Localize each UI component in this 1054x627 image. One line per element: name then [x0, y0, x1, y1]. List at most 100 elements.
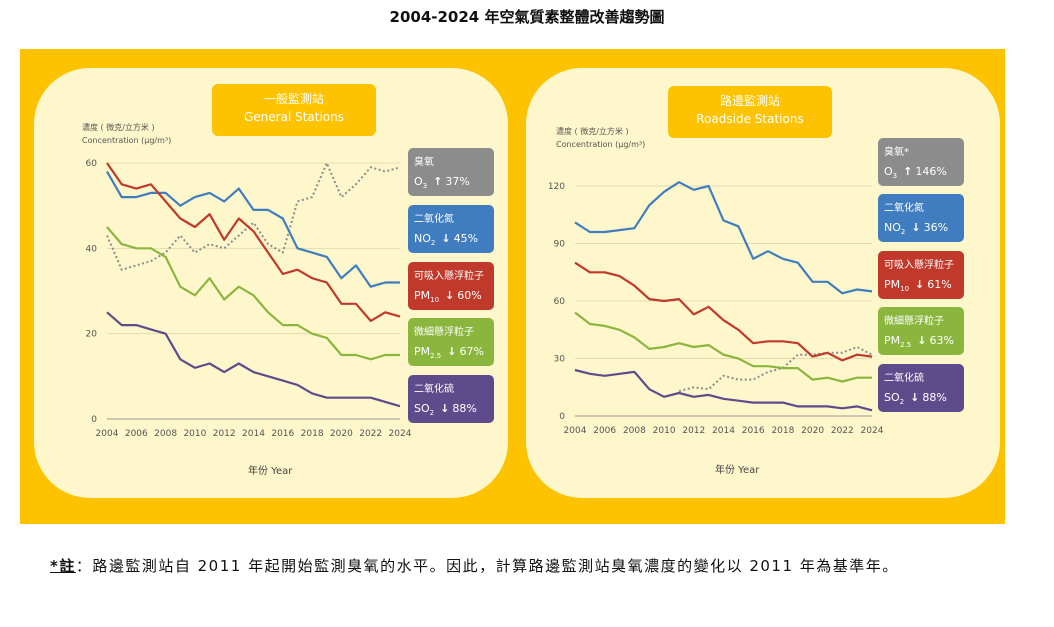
x-tick-label: 2020	[801, 426, 824, 436]
y-axis-label: 濃度 ( 微克/立方米 ) Concentration (µg/m³)	[82, 121, 171, 147]
series-line-o3	[678, 346, 873, 393]
x-tick-label: 2014	[712, 426, 735, 436]
y-tick-label: 0	[559, 412, 565, 422]
arrow-down-icon: ↓	[910, 391, 920, 404]
x-tick-label: 2006	[593, 426, 616, 436]
legend-badge-no2: 二氧化氮 NO2 ↓ 36%	[878, 194, 964, 242]
legend-formula: PM10	[414, 289, 440, 305]
legend-formula: SO2	[414, 402, 435, 418]
legend-name-zh: 可吸入懸浮粒子	[414, 271, 484, 282]
x-tick-label: 2006	[125, 429, 148, 439]
series-line-no2	[106, 170, 400, 288]
x-tick-label: 2010	[183, 429, 206, 439]
x-tick-label: 2014	[242, 429, 265, 439]
series-line-no2	[574, 181, 873, 295]
station-label-general: 一般監測站 General Stations	[212, 84, 376, 136]
legend-percent: 67%	[459, 345, 484, 358]
legend-percent: 88%	[922, 391, 947, 404]
legend-percent: 37%	[445, 175, 470, 188]
legend-change: SO2 ↓ 88%	[884, 388, 964, 412]
arrow-down-icon: ↓	[917, 334, 927, 347]
legend-change: SO2 ↓ 88%	[414, 399, 494, 423]
legend-formula: NO2	[414, 232, 436, 248]
footnote-text: ：路邊監測站自 2011 年起開始監測臭氧的水平。因此，計算路邊監測站臭氧濃度的…	[75, 557, 899, 575]
legend-percent: 60%	[457, 289, 482, 302]
station-name-zh: 路邊監測站	[719, 94, 780, 108]
arrow-down-icon: ↓	[440, 402, 450, 415]
footnote: *註：路邊監測站自 2011 年起開始監測臭氧的水平。因此，計算路邊監測站臭氧濃…	[50, 556, 950, 577]
x-tick-label: 2018	[771, 426, 794, 436]
legend-name-zh: 二氧化硫	[884, 373, 924, 384]
legend-percent: 45%	[453, 232, 479, 245]
legend-name-zh: 二氧化氮	[414, 214, 454, 225]
x-tick-label: 2016	[271, 429, 294, 439]
legend-formula: SO2	[884, 391, 905, 407]
y-tick-label: 90	[554, 240, 566, 250]
arrow-down-icon: ↓	[911, 221, 921, 234]
x-tick-label: 2024	[861, 426, 884, 436]
y-tick-label: 60	[554, 297, 566, 307]
main-title: 2004-2024 年空氣質素整體改善趨勢圖	[389, 8, 665, 26]
legend-name-zh: 二氧化氮	[884, 203, 924, 214]
y-axis-label-zh: 濃度 ( 微克/立方米 )	[82, 123, 155, 132]
general-stations-panel: 一般監測站 General Stations 濃度 ( 微克/立方米 ) Con…	[34, 68, 508, 498]
arrow-down-icon: ↓	[445, 289, 455, 302]
y-axis-label: 濃度 ( 微克/立方米 ) Concentration (µg/m³)	[556, 125, 645, 151]
x-tick-label: 2018	[301, 429, 324, 439]
x-tick-label: 2022	[831, 426, 854, 436]
arrow-down-icon: ↓	[441, 232, 451, 245]
series-line-so2	[574, 368, 873, 412]
legend-change: NO2 ↓ 45%	[414, 229, 494, 253]
series-line-pm10	[106, 162, 401, 322]
x-tick-label: 2020	[330, 429, 353, 439]
legend-name-zh: 微細懸浮粒子	[884, 316, 944, 327]
legend-name-zh: 臭氧*	[884, 147, 909, 158]
legend-percent: 88%	[452, 402, 477, 415]
legend-change: PM10 ↓ 61%	[884, 275, 964, 299]
y-tick-label: 60	[86, 159, 98, 169]
y-tick-label: 120	[548, 182, 565, 192]
y-axis-label-en: Concentration (µg/m³)	[82, 136, 172, 145]
station-name-zh: 一般監測站	[263, 92, 324, 106]
legend-formula: NO2	[884, 221, 906, 237]
legend-badge-pm25: 微細懸浮粒子 PM2.5 ↓ 67%	[408, 318, 494, 366]
legend-percent: 146%	[915, 165, 947, 178]
legend-badge-no2: 二氧化氮 NO2 ↓ 45%	[408, 205, 494, 253]
x-tick-label: 2004	[564, 426, 587, 436]
y-tick-label: 40	[86, 244, 98, 254]
legend-change: NO2 ↓ 36%	[884, 218, 964, 242]
y-tick-label: 30	[554, 355, 566, 365]
series-line-pm10	[574, 261, 873, 362]
legend-change: PM2.5 ↓ 67%	[414, 342, 494, 366]
arrow-up-icon: ↑	[433, 175, 443, 188]
legend-formula: PM10	[884, 278, 910, 294]
y-axis-label-zh: 濃度 ( 微克/立方米 )	[556, 127, 629, 136]
series-line-pm25	[106, 226, 400, 361]
y-tick-label: 20	[86, 330, 98, 340]
legend-formula: O3	[884, 165, 898, 181]
x-tick-label: 2016	[742, 426, 765, 436]
x-tick-label: 2012	[213, 429, 236, 439]
arrow-down-icon: ↓	[915, 278, 925, 291]
legend-percent: 61%	[927, 278, 952, 291]
legend-badge-pm10: 可吸入懸浮粒子 PM10 ↓ 61%	[878, 251, 964, 299]
legend-badge-o3: 臭氧* O3 ↑ 146%	[878, 138, 964, 186]
legend-formula: O3	[414, 175, 428, 191]
legend-name-zh: 二氧化硫	[414, 384, 454, 395]
legend-formula: PM2.5	[414, 345, 442, 361]
legend-percent: 36%	[923, 221, 949, 234]
station-name-en: Roadside Stations	[696, 112, 804, 126]
legend-name-zh: 微細懸浮粒子	[414, 327, 474, 338]
legend-badge-so2: 二氧化硫 SO2 ↓ 88%	[878, 364, 964, 412]
legend-formula: PM2.5	[884, 334, 912, 350]
x-tick-label: 2022	[359, 429, 382, 439]
legend-change: O3 ↑ 146%	[884, 162, 964, 186]
legend-name-zh: 可吸入懸浮粒子	[884, 260, 954, 271]
x-tick-label: 2012	[682, 426, 705, 436]
legend-percent: 63%	[929, 334, 954, 347]
series-line-so2	[106, 311, 401, 408]
series-line-pm25	[574, 311, 872, 383]
x-tick-label: 2008	[154, 429, 177, 439]
y-axis-label-en: Concentration (µg/m³)	[556, 140, 646, 149]
series-line-o3	[106, 162, 401, 271]
